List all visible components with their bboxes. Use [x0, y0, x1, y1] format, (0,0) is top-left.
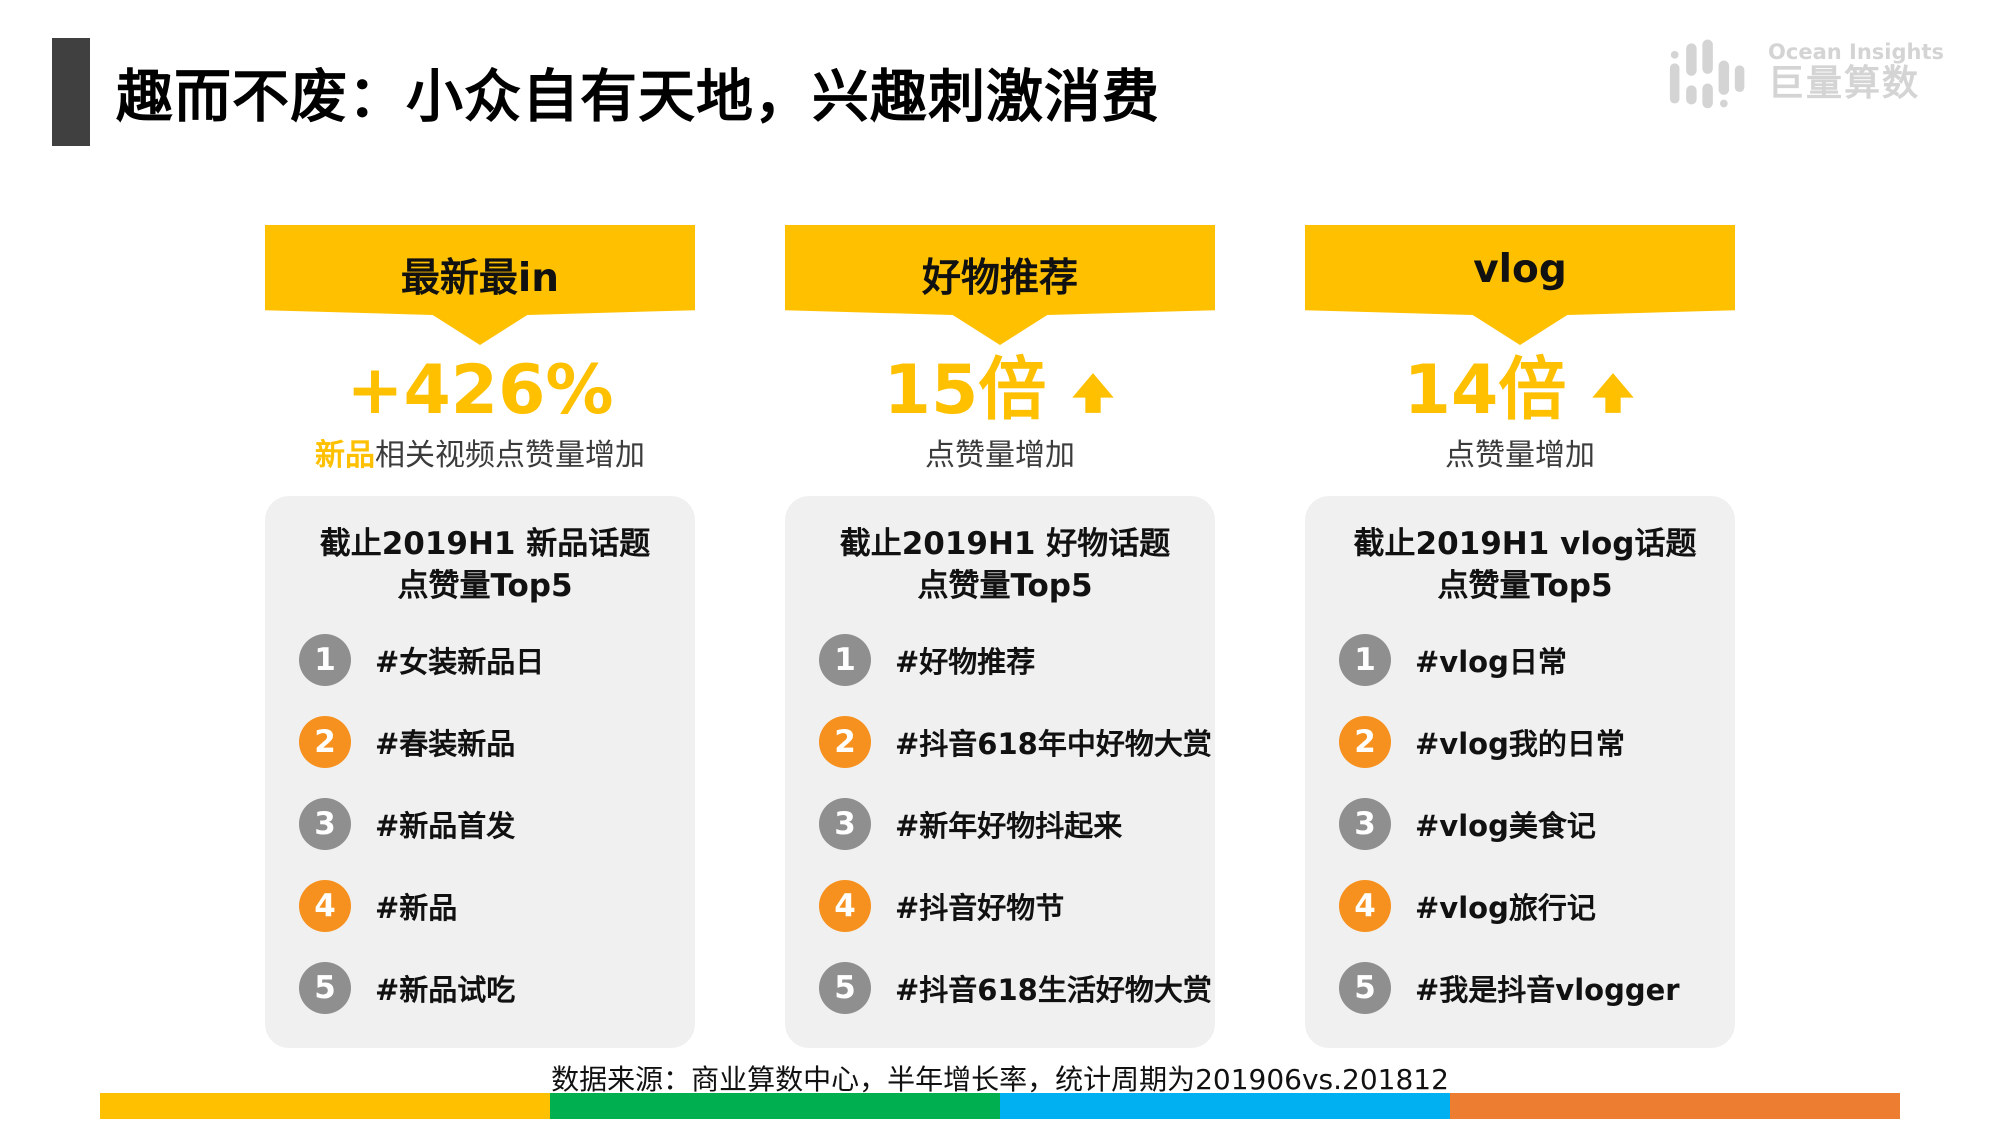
rank-badge: 2	[299, 716, 351, 769]
top5-list: 1 #vlog日常 2 #vlog我的日常 3 #vlog美食记 4 #vlog…	[1331, 634, 1719, 1015]
ranked-hashtag-item: 5 #新品试吃	[299, 962, 679, 1015]
ranked-hashtag-item: 2 #vlog我的日常	[1339, 716, 1719, 769]
logo-name-cn: 巨量算数	[1768, 62, 1921, 104]
hashtag-label: #新年好物抖起来	[895, 809, 1123, 844]
rank-badge: 5	[299, 962, 351, 1015]
ranked-hashtag-item: 2 #抖音618年中好物大赏	[819, 716, 1212, 769]
hashtag-label: #女装新品日	[375, 645, 545, 680]
hashtag-label: #抖音618生活好物大赏	[895, 973, 1212, 1008]
bottom-bar-segment-yellow	[100, 1093, 550, 1119]
hashtag-label: #vlog我的日常	[1415, 727, 1625, 762]
stat-caption: 点赞量增加	[884, 430, 1117, 474]
stat-caption: 新品相关视频点赞量增加	[315, 430, 645, 474]
bottom-color-bar	[100, 1093, 1900, 1119]
ranked-hashtag-item: 5 #我是抖音vlogger	[1339, 962, 1719, 1015]
top5-card-title: 截止2019H1 新品话题 点赞量Top5	[319, 526, 651, 605]
stat-caption-text: 点赞量增加	[924, 438, 1075, 474]
hashtag-label: #新品首发	[375, 809, 516, 844]
ranked-hashtag-item: 4 #抖音好物节	[819, 880, 1199, 933]
equalizer-logo-icon	[1669, 39, 1745, 109]
up-arrow-icon	[1072, 372, 1115, 413]
stat-caption-text: 相关视频点赞量增加	[375, 438, 645, 474]
rank-badge: 3	[1339, 798, 1391, 851]
ranked-hashtag-item: 4 #新品	[299, 880, 679, 933]
hashtag-label: #新品试吃	[375, 973, 516, 1008]
rank-badge: 1	[1339, 634, 1391, 687]
top5-list: 1 #女装新品日 2 #春装新品 3 #新品首发 4 #新品	[291, 634, 679, 1015]
rank-badge: 3	[299, 798, 351, 851]
logo-name-en: Ocean Insights	[1768, 39, 1944, 64]
rank-badge: 2	[819, 716, 871, 769]
page-title: 趣而不废：小众自有天地，兴趣刺激消费	[116, 64, 1160, 130]
top5-card: 截止2019H1 新品话题 点赞量Top5 1 #女装新品日 2 #春装新品 3…	[265, 496, 695, 1049]
category-banner-label: vlog	[1473, 247, 1567, 292]
hashtag-label: #我是抖音vlogger	[1415, 973, 1680, 1008]
ranked-hashtag-item: 3 #新品首发	[299, 798, 679, 851]
category-banner-label: 最新最in	[400, 256, 560, 301]
rank-badge: 4	[299, 880, 351, 933]
title-accent-bar	[52, 38, 90, 146]
hashtag-label: #抖音好物节	[895, 891, 1065, 926]
ranked-hashtag-item: 3 #vlog美食记	[1339, 798, 1719, 851]
rank-badge: 4	[819, 880, 871, 933]
logo-text: Ocean Insights 巨量算数	[1768, 39, 1944, 104]
stat-value: 14倍	[1403, 351, 1567, 430]
brand-logo: Ocean Insights 巨量算数	[1668, 34, 1944, 110]
ranked-hashtag-item: 1 #女装新品日	[299, 634, 679, 687]
category-banner: 最新最in	[265, 225, 695, 345]
bottom-bar-segment-blue	[1000, 1093, 1450, 1119]
data-source-note: 数据来源：商业算数中心，半年增长率，统计周期为201906vs.201812	[551, 1063, 1449, 1096]
rank-badge: 1	[819, 634, 871, 687]
category-banner: 好物推荐	[785, 225, 1215, 345]
ranked-hashtag-item: 3 #新年好物抖起来	[819, 798, 1199, 851]
ranked-hashtag-item: 1 #vlog日常	[1339, 634, 1719, 687]
ranked-hashtag-item: 1 #好物推荐	[819, 634, 1199, 687]
hashtag-label: #好物推荐	[895, 645, 1036, 680]
header: 趣而不废：小众自有天地，兴趣刺激消费	[52, 38, 1160, 146]
hashtag-label: #新品	[375, 891, 458, 926]
hashtag-label: #vlog美食记	[1415, 809, 1596, 844]
stat-caption-text: 点赞量增加	[1444, 438, 1595, 474]
bottom-bar-segment-orange	[1450, 1093, 1900, 1119]
hashtag-label: #vlog旅行记	[1415, 891, 1596, 926]
category-banner: vlog	[1305, 225, 1735, 345]
hashtag-label: #抖音618年中好物大赏	[895, 727, 1212, 762]
ranked-hashtag-item: 4 #vlog旅行记	[1339, 880, 1719, 933]
stat-caption-highlight: 新品	[315, 438, 375, 474]
top5-list: 1 #好物推荐 2 #抖音618年中好物大赏 3 #新年好物抖起来 4 #抖音好…	[811, 634, 1212, 1015]
stat-value: +426%	[346, 351, 614, 430]
top5-card: 截止2019H1 好物话题 点赞量Top5 1 #好物推荐 2 #抖音618年中…	[785, 496, 1215, 1049]
category-column-new-in: 最新最in +426% 新品相关视频点赞量增加 截止2019H1 新品话题 点赞…	[265, 225, 695, 1049]
stat-caption: 点赞量增加	[1404, 430, 1637, 474]
top5-card-title: 截止2019H1 好物话题 点赞量Top5	[839, 526, 1171, 605]
rank-badge: 4	[1339, 880, 1391, 933]
rank-badge: 5	[1339, 962, 1391, 1015]
top5-card-title: 截止2019H1 vlog话题 点赞量Top5	[1353, 526, 1697, 605]
hashtag-label: #vlog日常	[1415, 645, 1567, 680]
hashtag-label: #春装新品	[375, 727, 516, 762]
rank-badge: 1	[299, 634, 351, 687]
ranked-hashtag-item: 5 #抖音618生活好物大赏	[819, 962, 1212, 1015]
growth-stat: +426% 新品相关视频点赞量增加	[315, 355, 645, 474]
bottom-bar-segment-green	[550, 1093, 1000, 1119]
stat-value: 15倍	[883, 351, 1047, 430]
category-banner-label: 好物推荐	[921, 256, 1078, 301]
ranked-hashtag-item: 2 #春装新品	[299, 716, 679, 769]
growth-stat: 15倍 点赞量增加	[884, 355, 1117, 474]
rank-badge: 3	[819, 798, 871, 851]
category-column-haowu: 好物推荐 15倍 点赞量增加 截止2019H1 好物话题 点赞量Top5	[785, 225, 1215, 1049]
rank-badge: 5	[819, 962, 871, 1015]
up-arrow-icon	[1592, 372, 1635, 413]
rank-badge: 2	[1339, 716, 1391, 769]
category-column-vlog: vlog 14倍 点赞量增加 截止2019H1 vlog话题 点赞量Top5	[1305, 225, 1735, 1049]
top5-card: 截止2019H1 vlog话题 点赞量Top5 1 #vlog日常 2 #vlo…	[1305, 496, 1735, 1049]
growth-stat: 14倍 点赞量增加	[1404, 355, 1637, 474]
category-columns: 最新最in +426% 新品相关视频点赞量增加 截止2019H1 新品话题 点赞…	[0, 225, 2000, 1049]
